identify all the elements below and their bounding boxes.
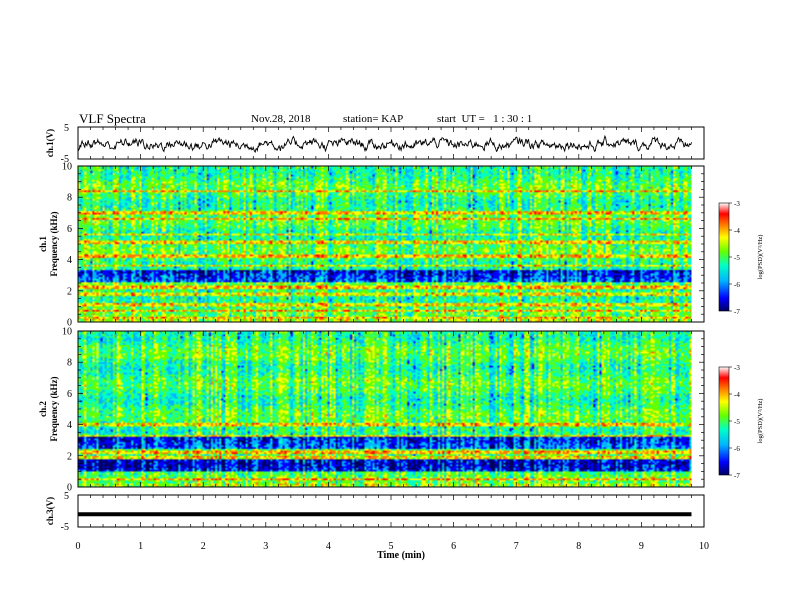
- chart-title: VLF Spectra: [79, 111, 146, 126]
- x-axis-label: Time (min): [377, 550, 425, 561]
- colorbar-tick-label: -7: [734, 472, 740, 480]
- colorbar-tick-label: -5: [734, 418, 740, 426]
- y-tick-label: 8: [67, 358, 72, 369]
- x-tick-label: 9: [639, 541, 644, 552]
- ch1-ylabel: ch.1(V): [45, 129, 55, 157]
- ch3-ylabel: ch.3(V): [45, 497, 55, 525]
- y-tick-label: 8: [67, 193, 72, 204]
- y-tick-label: 0: [67, 318, 72, 329]
- ch1-waveform-line: [77, 134, 692, 154]
- y-tick-label: 4: [67, 255, 72, 266]
- colorbar-tick-label: -6: [734, 281, 740, 289]
- x-tick-label: 4: [326, 541, 331, 552]
- y-tick-label: 6: [67, 389, 72, 400]
- spectrogram-ylabel: Frequency (kHz): [49, 211, 59, 276]
- y-tick-label: 10: [62, 162, 72, 173]
- x-tick-label: 2: [201, 541, 206, 552]
- colorbar-tick-label: -6: [734, 445, 740, 453]
- colorbar-label: log(PSD)(V²/Hz): [757, 235, 764, 280]
- station-label: station= KAP: [343, 113, 404, 125]
- date-label: Nov.28, 2018: [251, 113, 311, 125]
- ch1-waveform-path: [77, 134, 692, 154]
- colorbar-labels: -3 -4 -5 -6 -7 log(PSD)(V²/Hz) -3 -4 -5 -6 -7 log(P…: [729, 200, 764, 480]
- y-tick-label: 5: [64, 491, 69, 502]
- x-tick-label: 8: [576, 541, 581, 552]
- spectrogram-channel-label: ch.1: [38, 236, 48, 252]
- colorbar-tick-label: -5: [734, 254, 740, 262]
- colorbar-tick-label: -4: [734, 227, 740, 235]
- x-tick-label: 0: [76, 541, 81, 552]
- x-tick-label: 7: [514, 541, 519, 552]
- start-ut-label: start UT = 1 : 30 : 1: [437, 113, 533, 125]
- spectrogram-channel-label: ch.2: [38, 401, 48, 417]
- colorbar-tick-label: -3: [734, 364, 740, 372]
- spectrogram-ylabel: Frequency (kHz): [49, 376, 59, 441]
- colorbar-tick-label: -3: [734, 200, 740, 208]
- y-tick-label: 2: [67, 286, 72, 297]
- y-tick-label: 0: [67, 483, 72, 494]
- ch2-spectrogram: [78, 331, 704, 487]
- spectrogram-image: [78, 331, 692, 487]
- x-tick-label: 1: [138, 541, 143, 552]
- x-tick-label: 3: [263, 541, 268, 552]
- x-tick-label: 6: [451, 541, 456, 552]
- y-tick-label: 10: [62, 327, 72, 338]
- y-tick-label: -5: [61, 522, 69, 533]
- y-tick-label: 5: [64, 123, 69, 134]
- ch1-spectrogram: [78, 166, 704, 322]
- spectrogram-image: [78, 166, 692, 322]
- colorbar-label: log(PSD)(V²/Hz): [757, 399, 764, 444]
- y-tick-label: 2: [67, 451, 72, 462]
- y-tick-label: 6: [67, 224, 72, 235]
- x-tick-label: 10: [699, 541, 709, 552]
- x-tick-label: 5: [389, 541, 394, 552]
- ch2-colorbar: [718, 366, 730, 476]
- colorbar-tick-label: -4: [734, 391, 740, 399]
- axis-ticks: [77, 127, 705, 527]
- ch1-colorbar: [718, 202, 730, 312]
- y-tick-label: 4: [67, 420, 72, 431]
- y-tick-label: -5: [61, 154, 69, 165]
- colorbar-tick-label: -7: [734, 308, 740, 316]
